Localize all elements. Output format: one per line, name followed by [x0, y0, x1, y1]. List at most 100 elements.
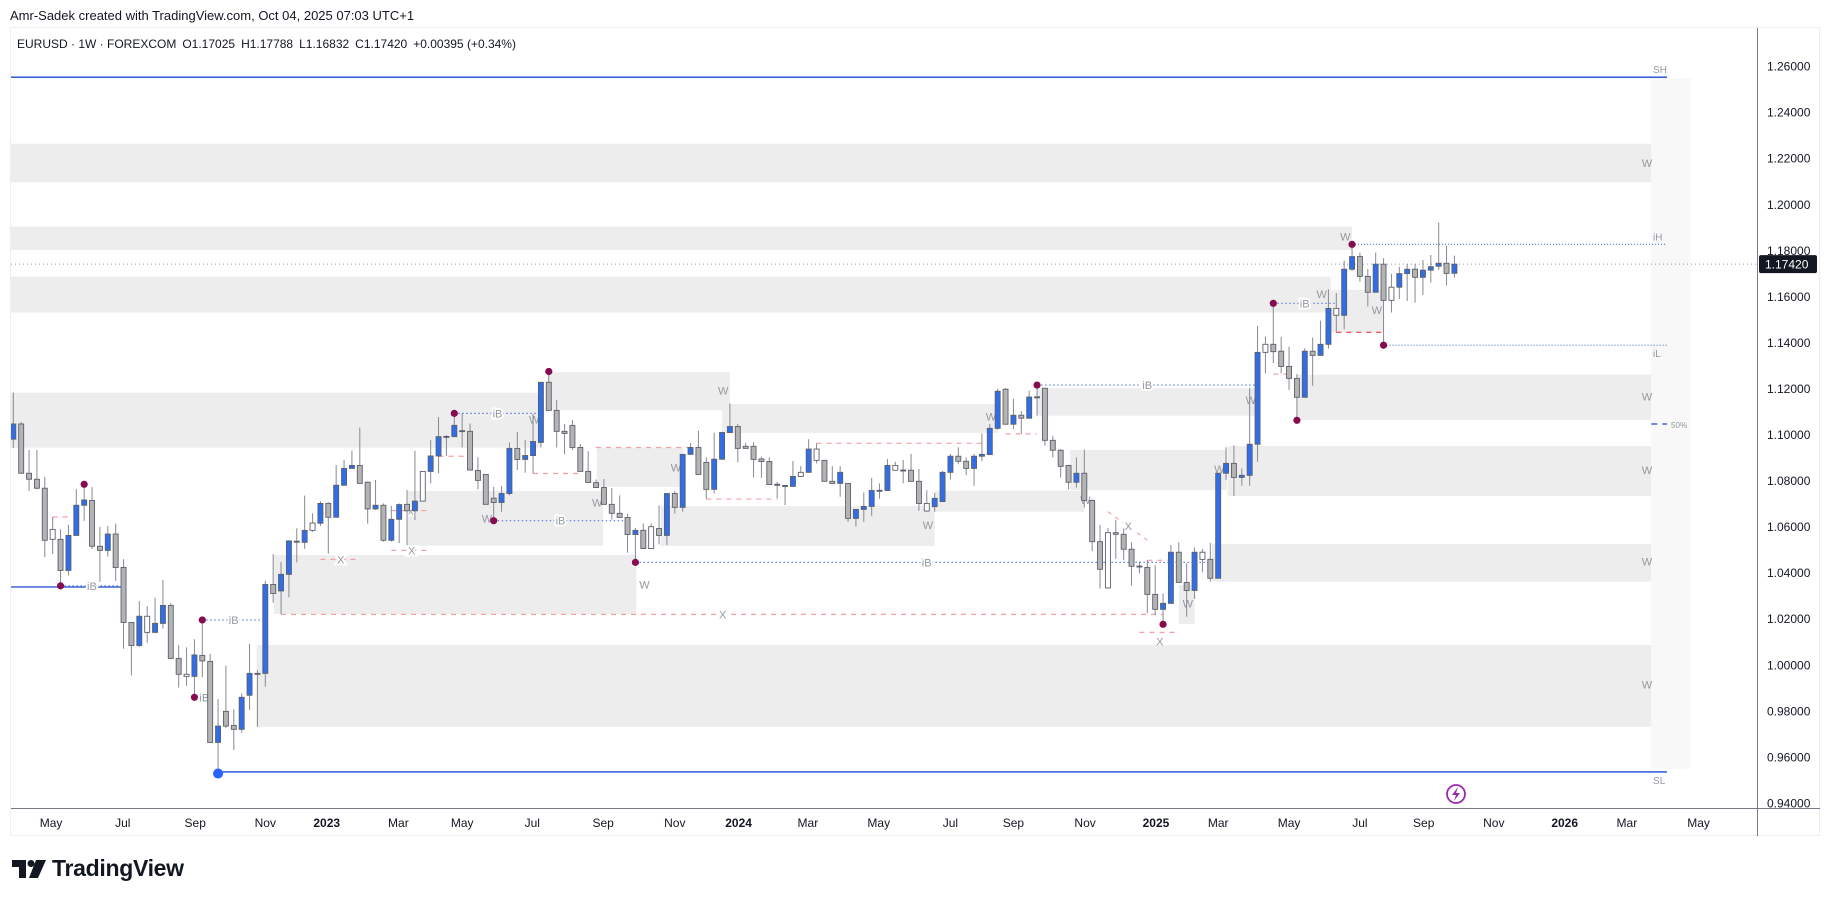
candle[interactable]	[1356, 252, 1363, 282]
candle[interactable]	[1199, 549, 1206, 573]
candle[interactable]	[805, 439, 812, 473]
candle[interactable]	[1364, 269, 1371, 307]
candle[interactable]	[1451, 255, 1458, 278]
candle[interactable]	[537, 381, 544, 448]
candle[interactable]	[285, 540, 292, 598]
candle[interactable]	[1349, 244, 1356, 271]
candle[interactable]	[1396, 266, 1403, 299]
candle[interactable]	[640, 523, 647, 550]
candle[interactable]	[711, 432, 718, 494]
candle[interactable]	[553, 400, 560, 448]
candle[interactable]	[175, 645, 182, 688]
candle[interactable]	[451, 413, 458, 438]
candle[interactable]	[1293, 374, 1300, 421]
candle[interactable]	[254, 670, 261, 727]
candle[interactable]	[1073, 457, 1080, 488]
candle[interactable]	[411, 450, 418, 521]
candle[interactable]	[1388, 273, 1395, 313]
candle[interactable]	[774, 482, 781, 499]
candle[interactable]	[577, 444, 584, 472]
candle[interactable]	[671, 491, 678, 514]
symbol-info[interactable]: EURUSD · 1W · FOREXCOM	[17, 37, 177, 51]
candle[interactable]	[1097, 525, 1104, 589]
candle[interactable]	[1215, 472, 1222, 579]
candle[interactable]	[789, 461, 796, 487]
candle[interactable]	[616, 495, 623, 518]
chart-pane[interactable]	[10, 27, 1820, 836]
candle[interactable]	[845, 482, 851, 522]
candle[interactable]	[1317, 320, 1324, 356]
candle[interactable]	[978, 433, 985, 462]
candle[interactable]	[1034, 385, 1041, 416]
candle[interactable]	[1223, 447, 1230, 480]
candle[interactable]	[482, 473, 489, 505]
candle[interactable]	[679, 453, 686, 512]
candle[interactable]	[183, 647, 190, 686]
candle[interactable]	[852, 508, 859, 527]
candle[interactable]	[136, 601, 143, 647]
candle[interactable]	[1002, 388, 1009, 425]
candle[interactable]	[868, 477, 875, 516]
candle[interactable]	[1144, 560, 1151, 614]
lightning-bolt[interactable]	[1452, 787, 1460, 801]
candle[interactable]	[1443, 245, 1450, 286]
candle[interactable]	[49, 517, 56, 555]
candle[interactable]	[1309, 337, 1316, 386]
candle[interactable]	[474, 457, 481, 490]
candle[interactable]	[695, 430, 702, 475]
plot-area[interactable]: SHSLiHiL50%iBiBiBiBiBiBiBiBXXxXXXWWWWWWW…	[10, 65, 1757, 787]
candle[interactable]	[860, 492, 867, 522]
candle[interactable]	[1010, 398, 1017, 430]
candle[interactable]	[215, 699, 222, 774]
candle[interactable]	[159, 580, 166, 629]
candle[interactable]	[514, 431, 521, 471]
candle[interactable]	[663, 493, 670, 546]
candle[interactable]	[309, 513, 316, 532]
candle[interactable]	[333, 464, 340, 518]
candle[interactable]	[199, 619, 206, 678]
candle[interactable]	[1041, 387, 1048, 446]
candle[interactable]	[128, 622, 135, 676]
candle[interactable]	[1207, 543, 1214, 582]
candle[interactable]	[648, 523, 655, 550]
candle[interactable]	[719, 432, 725, 461]
candle[interactable]	[656, 505, 662, 545]
candle[interactable]	[1167, 545, 1174, 604]
candle[interactable]	[191, 639, 198, 697]
candle[interactable]	[600, 479, 607, 505]
candle[interactable]	[1175, 542, 1182, 583]
candle[interactable]	[293, 528, 300, 563]
candle[interactable]	[1427, 254, 1434, 283]
candle[interactable]	[766, 457, 773, 485]
candle[interactable]	[435, 417, 442, 474]
candle[interactable]	[884, 458, 891, 491]
candle[interactable]	[419, 470, 426, 502]
candle[interactable]	[270, 554, 277, 603]
candle[interactable]	[742, 442, 749, 449]
candle[interactable]	[963, 457, 970, 476]
candle[interactable]	[561, 423, 568, 455]
candle[interactable]	[372, 479, 379, 510]
candle[interactable]	[325, 502, 332, 554]
candle[interactable]	[96, 526, 103, 582]
candle[interactable]	[750, 442, 757, 478]
candle[interactable]	[892, 461, 899, 471]
candle[interactable]	[167, 603, 174, 660]
candle[interactable]	[1081, 449, 1088, 508]
candle[interactable]	[18, 422, 25, 474]
candle[interactable]	[1160, 593, 1167, 625]
candle[interactable]	[1018, 411, 1025, 434]
candle[interactable]	[1057, 449, 1064, 478]
candle[interactable]	[687, 443, 694, 455]
candle[interactable]	[1380, 258, 1387, 346]
candle[interactable]	[955, 447, 962, 465]
candle[interactable]	[467, 423, 473, 471]
candle[interactable]	[734, 423, 741, 463]
candle[interactable]	[57, 529, 64, 586]
lightning-icon[interactable]	[1446, 784, 1466, 804]
candle[interactable]	[1238, 468, 1245, 486]
candle[interactable]	[1026, 390, 1033, 419]
candle[interactable]	[1325, 289, 1332, 349]
candle[interactable]	[222, 665, 229, 728]
candle[interactable]	[396, 503, 403, 544]
